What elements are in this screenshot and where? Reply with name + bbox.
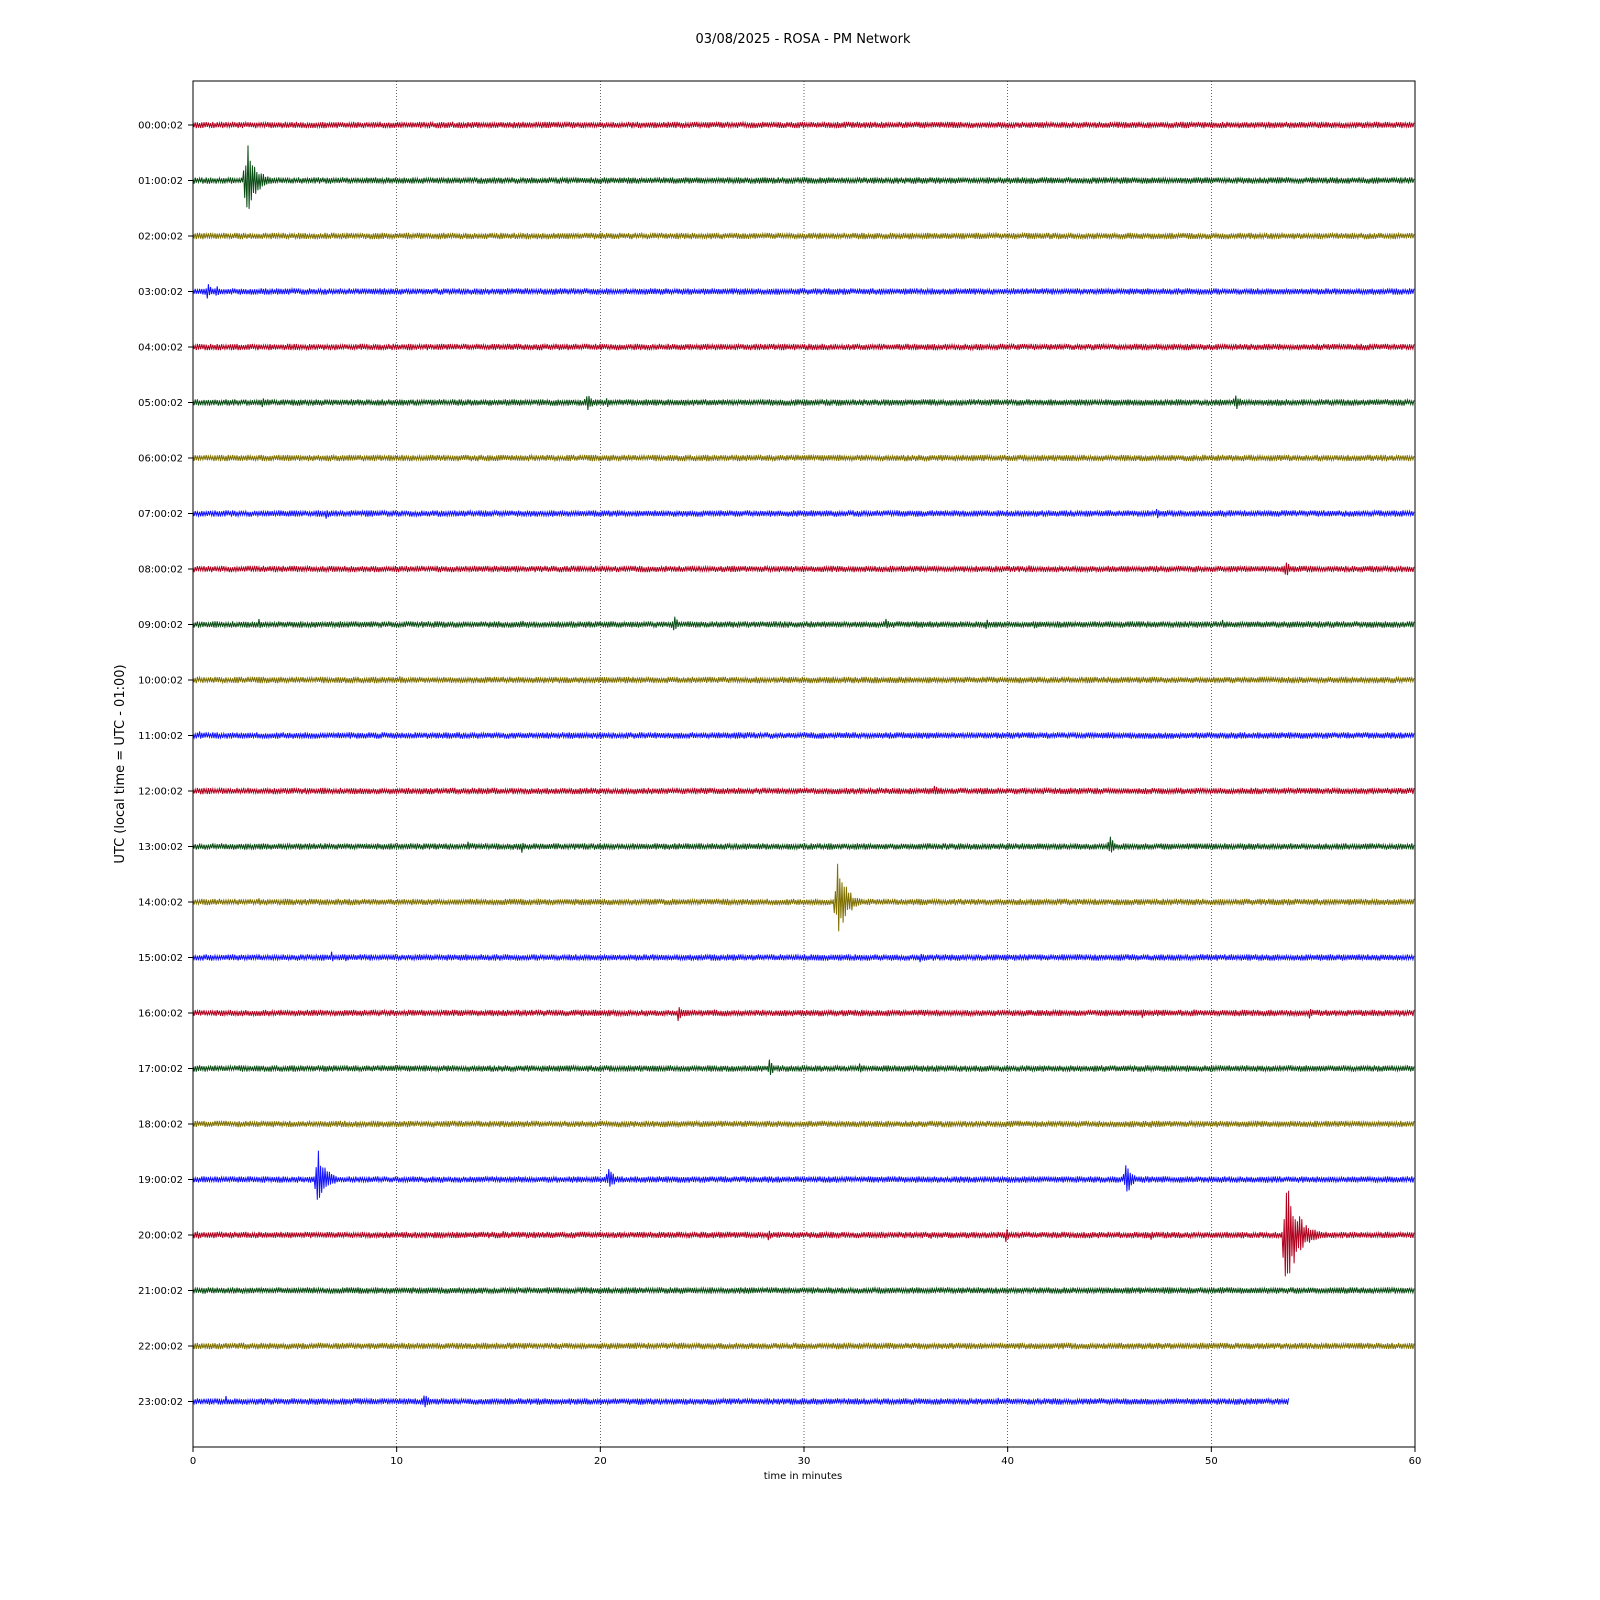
y-tick-label: 03:00:02: [138, 287, 183, 298]
y-axis-label: UTC (local time = UTC - 01:00): [113, 664, 128, 863]
y-tick-label: 09:00:02: [138, 620, 183, 631]
trace-00-00-02: [192, 120, 1415, 130]
trace-13-00-02: [192, 836, 1415, 853]
y-tick-label: 17:00:02: [138, 1064, 183, 1075]
trace-16-00-02: [192, 1007, 1415, 1022]
trace-01-00-02: [192, 145, 1415, 209]
x-tick-label: 10: [390, 1456, 403, 1467]
x-tick-label: 50: [1205, 1456, 1218, 1467]
trace-17-00-02: [192, 1059, 1415, 1076]
y-tick-label: 18:00:02: [138, 1120, 183, 1131]
y-tick-label: 19:00:02: [138, 1175, 183, 1186]
y-tick-label: 00:00:02: [138, 121, 183, 132]
y-tick-label: 23:00:02: [138, 1397, 183, 1408]
x-tick-label: 0: [190, 1456, 196, 1467]
trace-18-00-02: [192, 1119, 1415, 1129]
trace-20-00-02: [192, 1190, 1415, 1277]
trace-11-00-02: [192, 731, 1415, 740]
y-tick-label: 10:00:02: [138, 676, 183, 687]
y-tick-label: 20:00:02: [138, 1231, 183, 1242]
x-axis-label: time in minutes: [764, 1471, 843, 1482]
y-tick-label: 01:00:02: [138, 176, 183, 187]
trace-03-00-02: [192, 284, 1415, 299]
seismic-traces: [192, 120, 1415, 1408]
y-tick-label: 11:00:02: [138, 731, 183, 742]
x-tick-label: 20: [594, 1456, 607, 1467]
y-tick-label: 05:00:02: [138, 398, 183, 409]
x-tick-label: 60: [1409, 1456, 1422, 1467]
trace-09-00-02: [192, 616, 1415, 631]
trace-23-00-02: [192, 1395, 1290, 1408]
y-tick-label: 06:00:02: [138, 454, 183, 465]
y-tick-label: 22:00:02: [138, 1342, 183, 1353]
y-tick-label: 07:00:02: [138, 509, 183, 520]
trace-15-00-02: [192, 951, 1415, 963]
y-tick-label: 15:00:02: [138, 953, 183, 964]
x-axis-ticks: 0 10 20 30 40 50 60: [190, 1447, 1422, 1467]
trace-05-00-02: [192, 395, 1415, 410]
trace-19-00-02: [192, 1150, 1415, 1200]
y-tick-label: 21:00:02: [138, 1286, 183, 1297]
y-tick-label: 16:00:02: [138, 1009, 183, 1020]
trace-06-00-02: [192, 453, 1415, 463]
grid-lines: [396, 81, 1212, 1447]
trace-07-00-02: [192, 508, 1415, 519]
trace-12-00-02: [192, 785, 1415, 796]
trace-02-00-02: [192, 231, 1415, 241]
trace-10-00-02: [192, 675, 1415, 685]
trace-08-00-02: [192, 562, 1415, 576]
y-axis-ticks: 00:00:02 01:00:02 02:00:02 03:00:02 04:00:02…: [138, 121, 193, 1408]
trace-21-00-02: [192, 1285, 1415, 1295]
x-tick-label: 40: [1001, 1456, 1014, 1467]
y-tick-label: 13:00:02: [138, 842, 183, 853]
trace-22-00-02: [192, 1341, 1415, 1351]
chart-title: 03/08/2025 - ROSA - PM Network: [696, 32, 911, 47]
y-tick-label: 14:00:02: [138, 898, 183, 909]
trace-14-00-02: [192, 863, 1415, 932]
y-tick-label: 02:00:02: [138, 232, 183, 243]
y-tick-label: 12:00:02: [138, 787, 183, 798]
trace-04-00-02: [192, 342, 1415, 352]
x-tick-label: 30: [798, 1456, 811, 1467]
y-tick-label: 04:00:02: [138, 343, 183, 354]
y-tick-label: 08:00:02: [138, 565, 183, 576]
